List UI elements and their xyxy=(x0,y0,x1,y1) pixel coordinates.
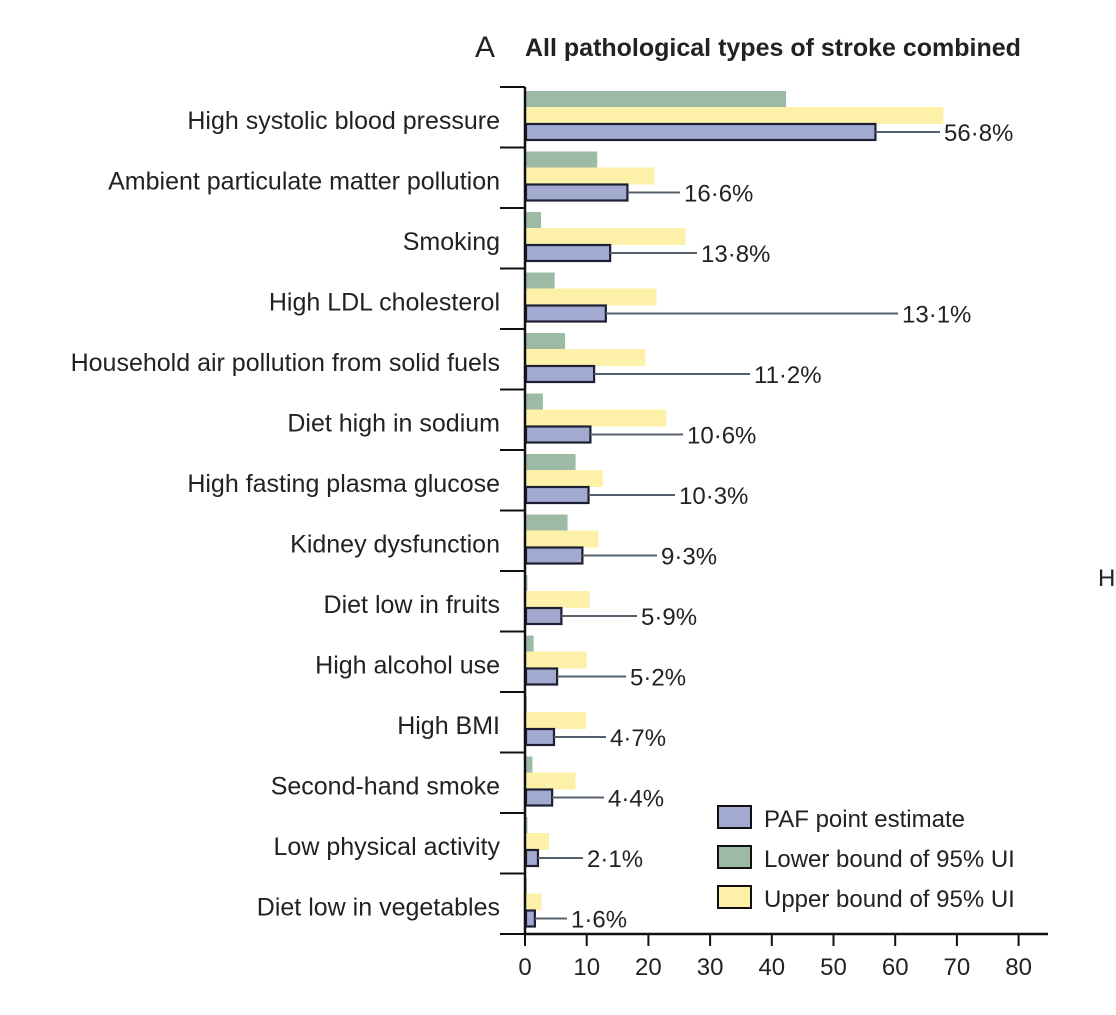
chart-title: All pathological types of stroke combine… xyxy=(525,34,1021,62)
value-label: 5·9% xyxy=(641,604,697,631)
bar-point-estimate xyxy=(524,667,559,686)
bar-lower-bound xyxy=(525,151,598,168)
legend-label: PAF point estimate xyxy=(764,806,965,833)
category-label: Second-hand smoke xyxy=(271,773,500,801)
category-label: Household air pollution from solid fuels xyxy=(71,349,500,377)
bars: 56·8% 16·6% 13·8% 13·1% 11·2% 10·6% 10·3% 9·3% 5… xyxy=(524,91,1013,934)
bar-upper-bound xyxy=(525,349,646,366)
category-label: High BMI xyxy=(397,712,500,740)
legend-swatch xyxy=(717,845,752,869)
bar-lower-bound xyxy=(525,91,786,107)
bar-upper-bound xyxy=(525,893,542,911)
bar-upper-bound xyxy=(525,833,550,850)
bar-lower-bound xyxy=(525,514,568,531)
value-label: 5·2% xyxy=(630,665,686,692)
value-label: 1·6% xyxy=(571,907,627,934)
x-tick-label: 80 xyxy=(1005,954,1032,981)
bar-point-estimate xyxy=(524,304,607,323)
bar-point-estimate xyxy=(524,122,877,142)
bar-upper-bound xyxy=(525,712,587,729)
category-label: High alcohol use xyxy=(315,652,500,680)
bar-point-estimate xyxy=(524,364,596,384)
bar-lower-bound xyxy=(525,393,543,410)
bar-point-estimate xyxy=(524,848,540,868)
x-tick-label: 20 xyxy=(635,954,662,981)
bar-point-estimate xyxy=(524,183,629,202)
legend-swatch xyxy=(717,805,752,829)
value-label: 11·2% xyxy=(754,362,822,389)
category-labels: High systolic blood pressure Ambient part… xyxy=(71,107,501,922)
bar-point-estimate xyxy=(524,243,612,263)
bar-point-estimate xyxy=(524,909,536,928)
bar-upper-bound xyxy=(525,228,686,245)
category-label: Low physical activity xyxy=(274,833,501,861)
legend-label: Upper bound of 95% UI xyxy=(764,886,1015,913)
value-label: 56·8% xyxy=(944,120,1013,147)
x-tick-label: 0 xyxy=(518,954,531,981)
bar-point-estimate xyxy=(524,425,592,444)
category-label: Diet low in fruits xyxy=(324,591,500,619)
x-tick-label: 70 xyxy=(944,954,971,981)
x-tick-label: 60 xyxy=(882,954,909,981)
bar-point-estimate xyxy=(524,546,584,565)
bar-point-estimate xyxy=(524,727,556,747)
bar-point-estimate xyxy=(524,788,554,807)
bar-upper-bound xyxy=(525,107,944,124)
category-label: High systolic blood pressure xyxy=(187,107,500,135)
bar-upper-bound xyxy=(525,530,599,548)
bar-lower-bound xyxy=(525,333,566,349)
value-label: 16·6% xyxy=(684,181,753,208)
bar-lower-bound xyxy=(525,272,555,289)
bar-upper-bound xyxy=(525,651,587,669)
x-tick-label: 50 xyxy=(820,954,847,981)
bar-lower-bound xyxy=(525,635,534,652)
x-tick-label: 10 xyxy=(573,954,600,981)
bar-upper-bound xyxy=(525,288,657,306)
category-label: High LDL cholesterol xyxy=(269,289,500,317)
value-label: 10·3% xyxy=(679,483,748,510)
bar-lower-bound xyxy=(525,454,576,470)
category-label: Ambient particulate matter pollution xyxy=(108,168,500,196)
bar-lower-bound xyxy=(525,756,533,773)
value-label: 13·1% xyxy=(902,302,971,329)
value-label: 2·1% xyxy=(587,846,643,873)
legend-swatch xyxy=(717,885,752,909)
value-label: 4·4% xyxy=(608,786,664,813)
bar-lower-bound xyxy=(525,212,542,228)
panel-letter: A xyxy=(475,31,495,64)
value-label: 10·6% xyxy=(687,423,756,450)
bar-point-estimate xyxy=(524,606,563,626)
x-tick-label: 30 xyxy=(697,954,724,981)
cropped-side-text: H xyxy=(1098,565,1115,592)
bar-point-estimate xyxy=(524,485,590,505)
axes: 0 10 20 30 40 50 60 70 80 xyxy=(500,86,1048,981)
legend: PAF point estimate Lower bound of 95% UI U… xyxy=(717,805,1015,913)
bar-upper-bound xyxy=(525,167,655,185)
bar-upper-bound xyxy=(525,591,590,608)
x-tick-label: 40 xyxy=(758,954,785,981)
value-label: 13·8% xyxy=(701,241,770,268)
category-label: Kidney dysfunction xyxy=(290,531,500,559)
category-label: High fasting plasma glucose xyxy=(187,470,500,498)
bar-upper-bound xyxy=(525,409,667,427)
value-label: 4·7% xyxy=(610,725,666,752)
bar-upper-bound xyxy=(525,772,576,790)
category-label: Smoking xyxy=(403,228,500,256)
legend-label: Lower bound of 95% UI xyxy=(764,846,1015,873)
category-label: Diet high in sodium xyxy=(287,410,500,438)
category-label: Diet low in vegetables xyxy=(257,894,500,922)
value-label: 9·3% xyxy=(661,544,717,571)
bar-upper-bound xyxy=(525,470,603,487)
